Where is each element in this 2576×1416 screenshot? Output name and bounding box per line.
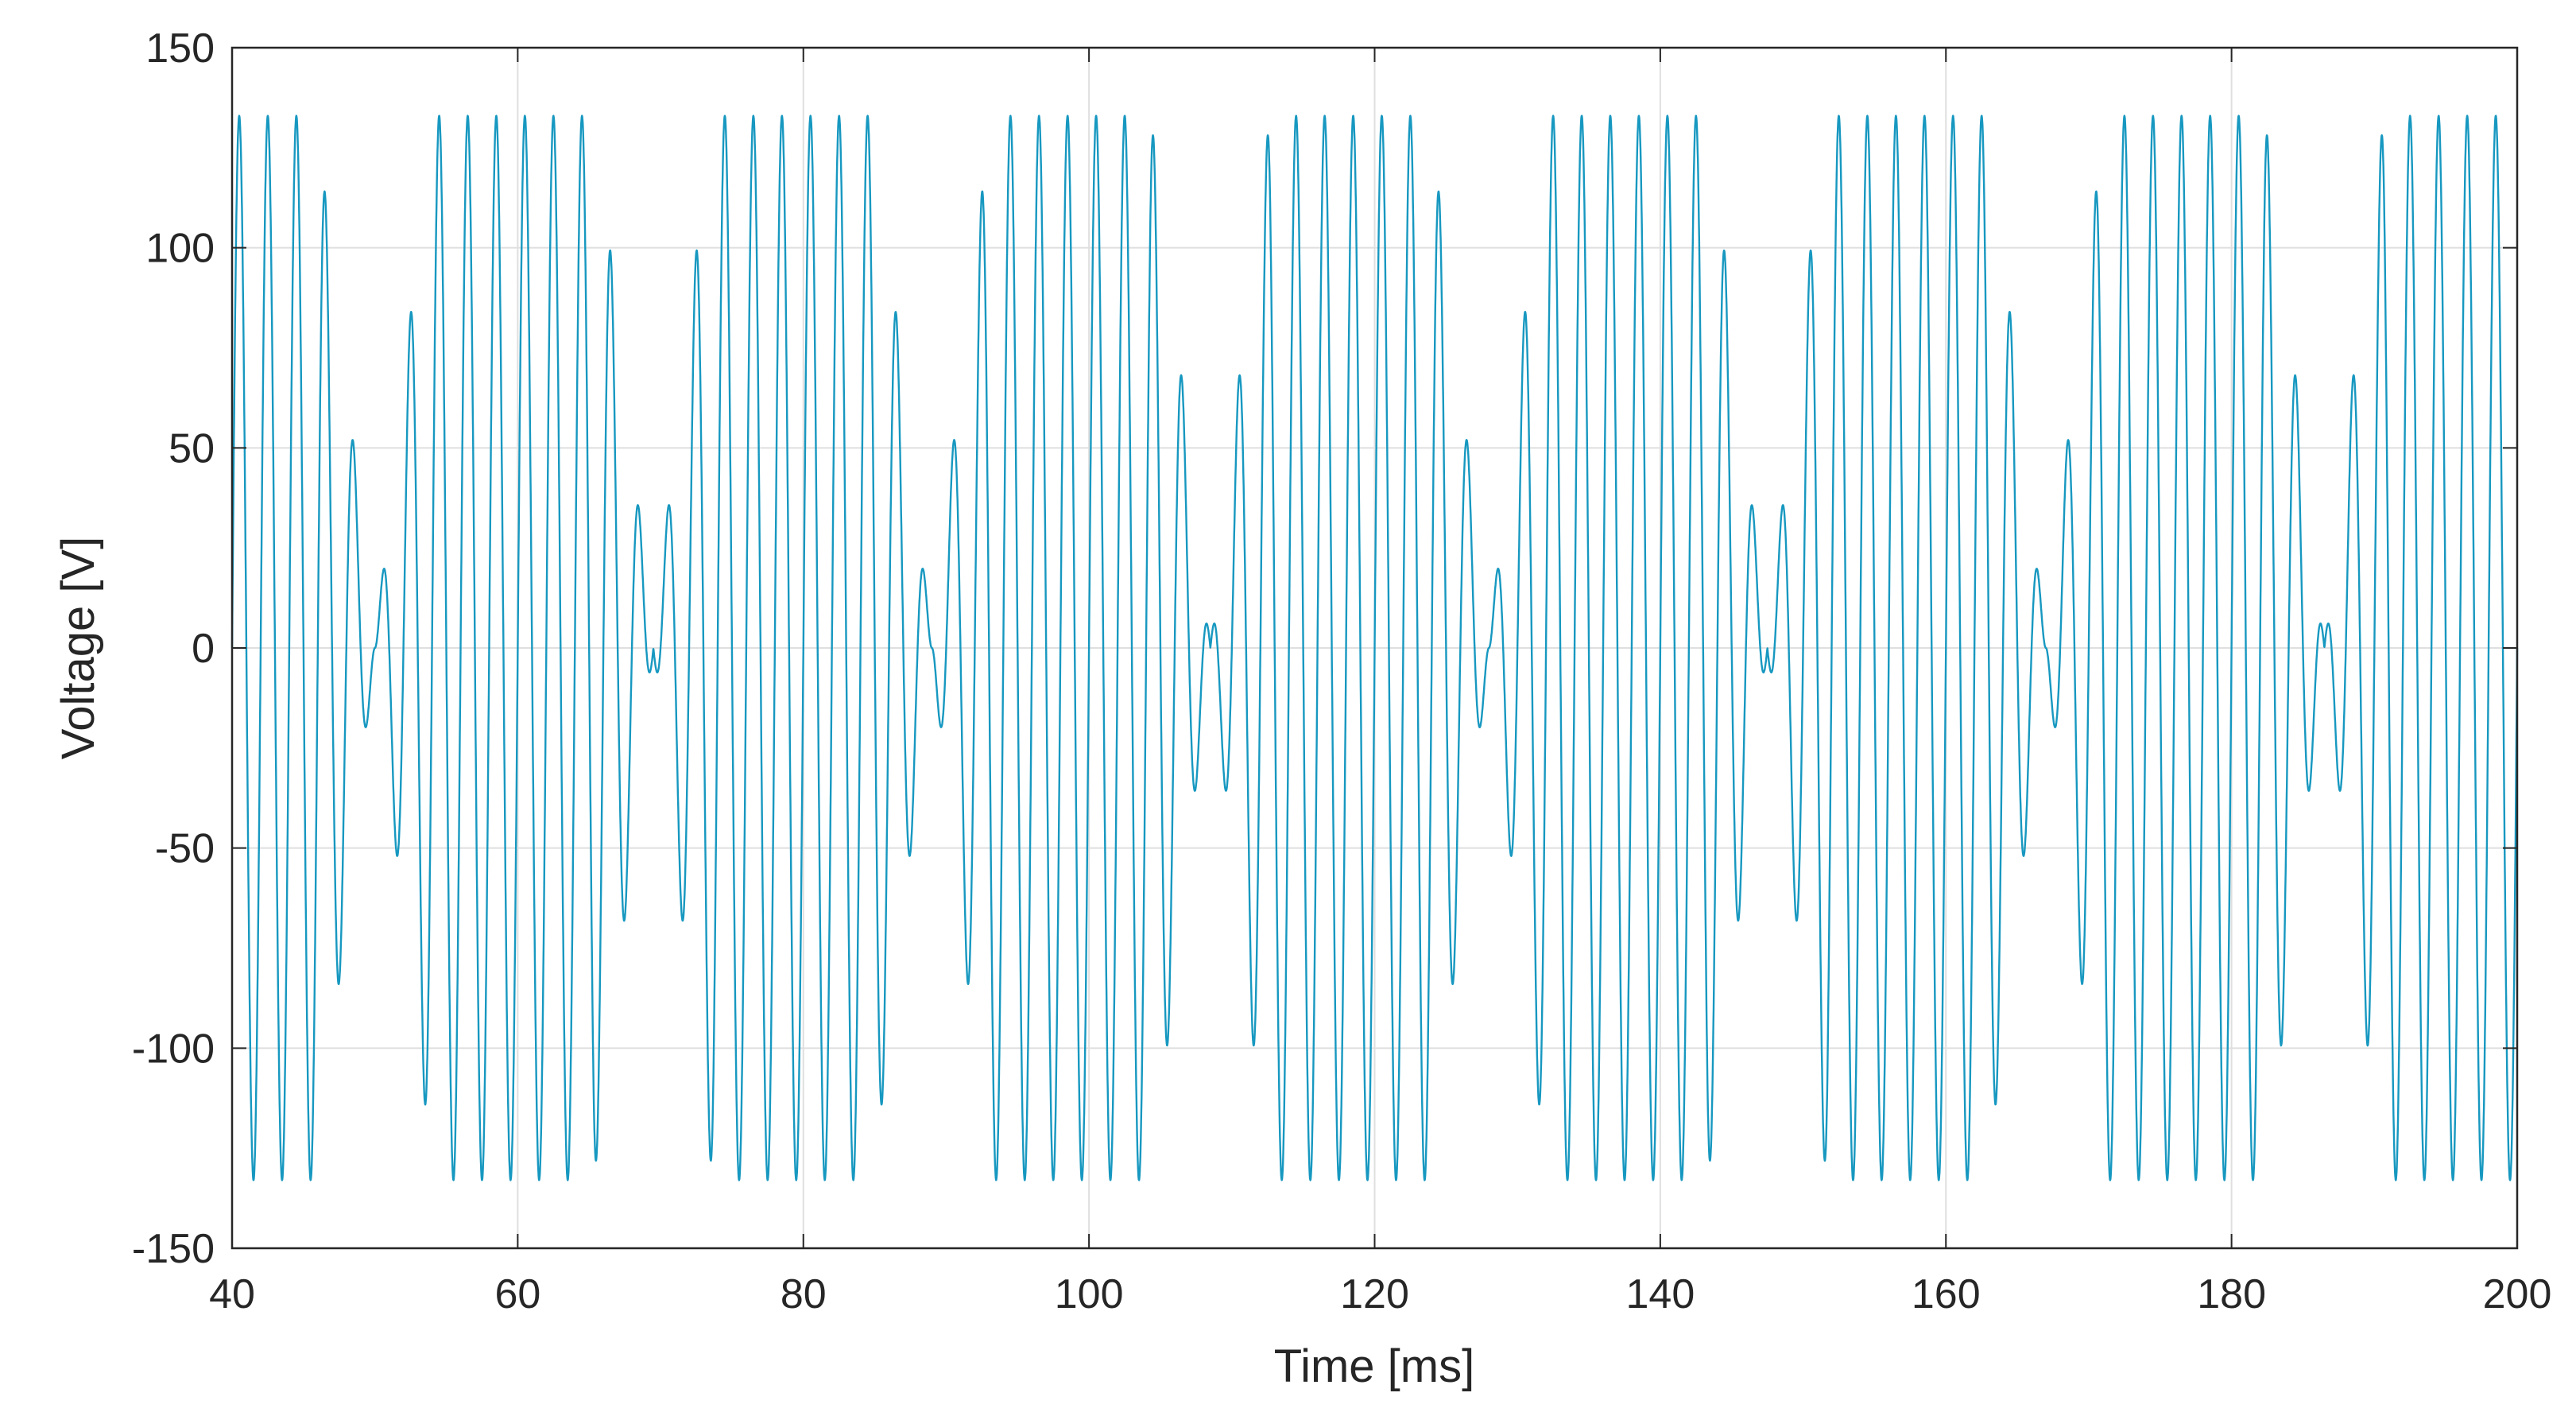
x-tick-label: 120: [1340, 1271, 1409, 1317]
y-tick-labels: -150 -100 -50 0 50 100 150: [132, 25, 215, 1272]
x-axis-label: Time [ms]: [1274, 1340, 1474, 1392]
y-axis-label: Voltage [V]: [52, 537, 104, 760]
y-tick-label: 100: [145, 226, 215, 272]
x-tick-label: 80: [781, 1271, 827, 1317]
x-tick-label: 100: [1055, 1271, 1124, 1317]
x-tick-label: 140: [1625, 1271, 1695, 1317]
x-tick-label: 40: [209, 1271, 255, 1317]
y-tick-label: -50: [155, 826, 215, 872]
x-tick-labels: 40 60 80 100 120 140 160 180 200: [209, 1271, 2551, 1317]
series-line-0: [230, 114, 2519, 1181]
y-tick-label: 50: [169, 425, 215, 471]
y-tick-label: -150: [132, 1226, 215, 1272]
series-group: [230, 114, 2519, 1181]
x-tick-label: 180: [2197, 1271, 2266, 1317]
y-tick-label: 0: [192, 626, 215, 672]
x-tick-label: 200: [2483, 1271, 2552, 1317]
y-tick-label: -100: [132, 1026, 215, 1072]
axis-ticks: [231, 47, 2518, 1249]
y-tick-label: 150: [145, 25, 215, 72]
x-tick-label: 60: [494, 1271, 540, 1317]
x-tick-label: 160: [1912, 1271, 1981, 1317]
